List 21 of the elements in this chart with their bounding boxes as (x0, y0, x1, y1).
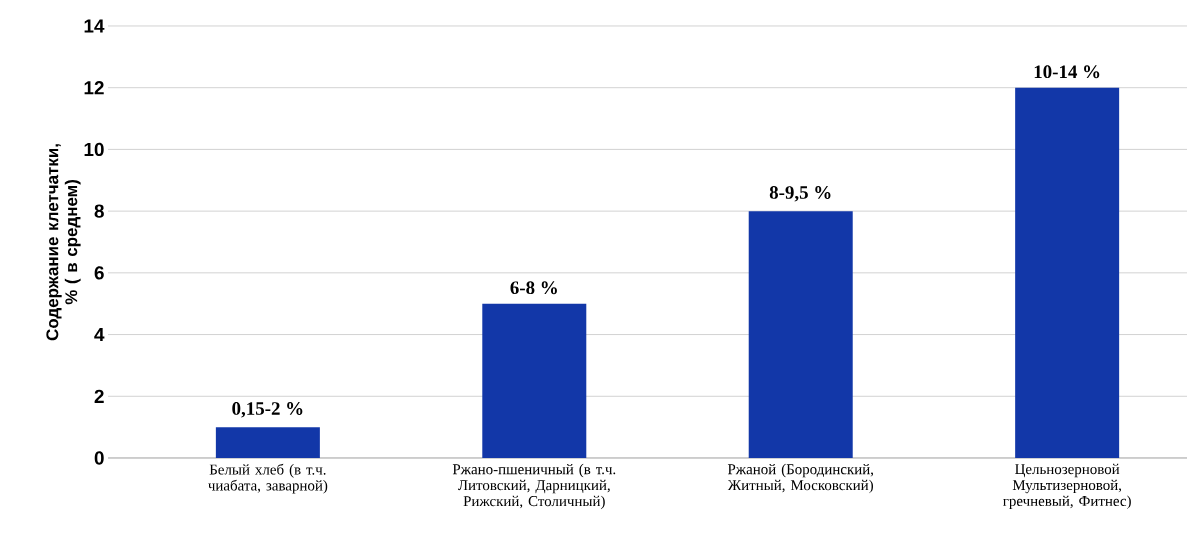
y-tick-label: 14 (84, 19, 105, 33)
bar (215, 427, 320, 458)
bar (482, 303, 587, 458)
y-tick-label: 12 (84, 81, 104, 95)
y-tick-label: 0 (94, 451, 104, 465)
y-tick-label: 2 (94, 389, 104, 403)
annotation: 10-14 % (1034, 65, 1100, 79)
x-tick-label: Ржано-пшеничный (в т.ч. Литовский, Дарницкий, Рижский, Столичный) (452, 463, 616, 510)
annotation: 8-9,5 % (769, 186, 831, 202)
x-tick-label: Ржаной (Бородинский, Житный, Московский) (727, 463, 874, 494)
y-tick-label: 4 (94, 328, 105, 342)
y-axis-title: Содержание клетчатки, % ( в среднем) (46, 144, 81, 341)
y-tick-label: 6 (94, 266, 104, 280)
x-tick-label: Белый хлеб (в т.ч. чиабата, заварной) (208, 463, 328, 494)
annotation: 6-8 % (510, 281, 557, 295)
bar (1015, 87, 1120, 458)
annotation: 0,15-2 % (232, 402, 303, 418)
bar (748, 211, 853, 458)
y-tick-label: 10 (84, 142, 104, 157)
x-tick-label: Цельнозерновой Мультизерновой, гречневый, Фитнес) (1003, 463, 1131, 510)
y-tick-label: 8 (94, 204, 104, 218)
